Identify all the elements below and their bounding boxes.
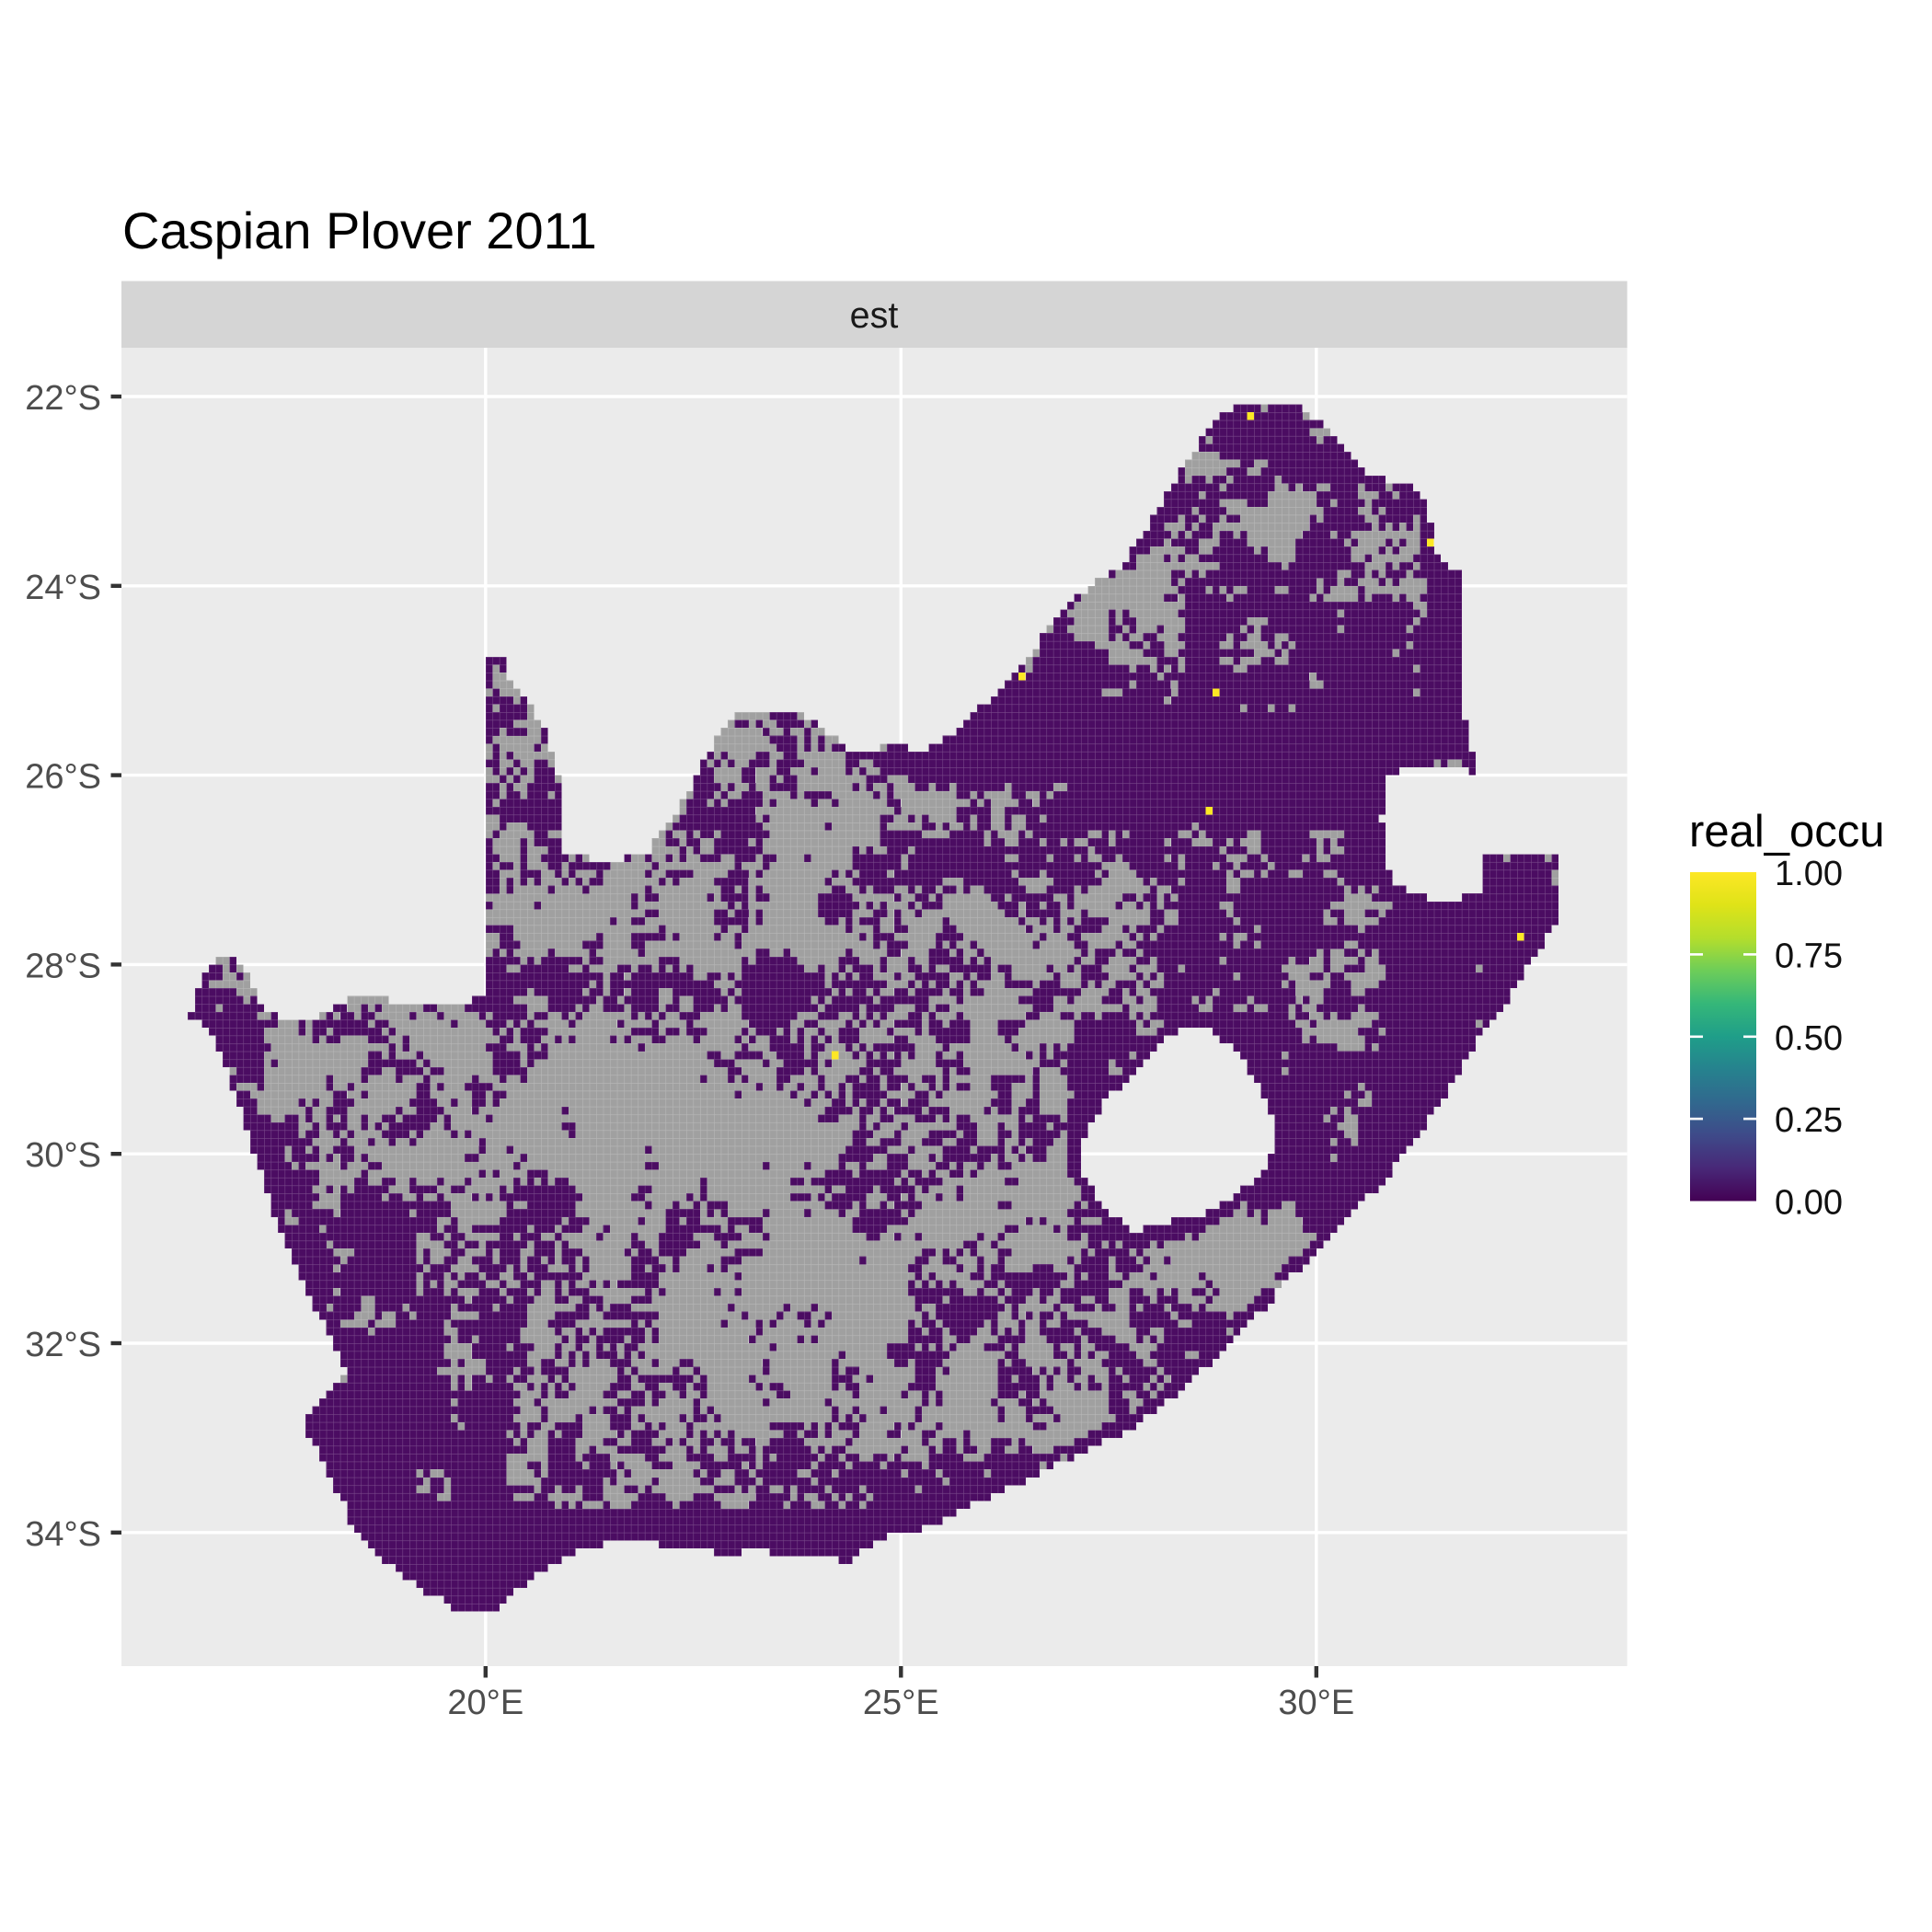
svg-text:22°S: 22°S xyxy=(25,379,101,418)
svg-text:30°S: 30°S xyxy=(25,1136,101,1175)
svg-text:32°S: 32°S xyxy=(25,1326,101,1364)
svg-text:24°S: 24°S xyxy=(25,569,101,607)
svg-text:1.00: 1.00 xyxy=(1775,855,1843,893)
svg-text:0.50: 0.50 xyxy=(1775,1019,1843,1058)
svg-text:26°S: 26°S xyxy=(25,758,101,797)
svg-text:real_occu: real_occu xyxy=(1689,807,1884,857)
svg-text:28°S: 28°S xyxy=(25,947,101,985)
svg-text:30°E: 30°E xyxy=(1278,1684,1354,1722)
svg-text:Caspian Plover 2011: Caspian Plover 2011 xyxy=(122,201,597,259)
svg-text:est: est xyxy=(850,295,899,336)
svg-text:34°S: 34°S xyxy=(25,1515,101,1554)
svg-text:0.25: 0.25 xyxy=(1775,1101,1843,1140)
svg-text:0.00: 0.00 xyxy=(1775,1184,1843,1223)
svg-text:25°E: 25°E xyxy=(863,1684,939,1722)
svg-text:20°E: 20°E xyxy=(447,1684,523,1722)
svg-text:0.75: 0.75 xyxy=(1775,937,1843,975)
